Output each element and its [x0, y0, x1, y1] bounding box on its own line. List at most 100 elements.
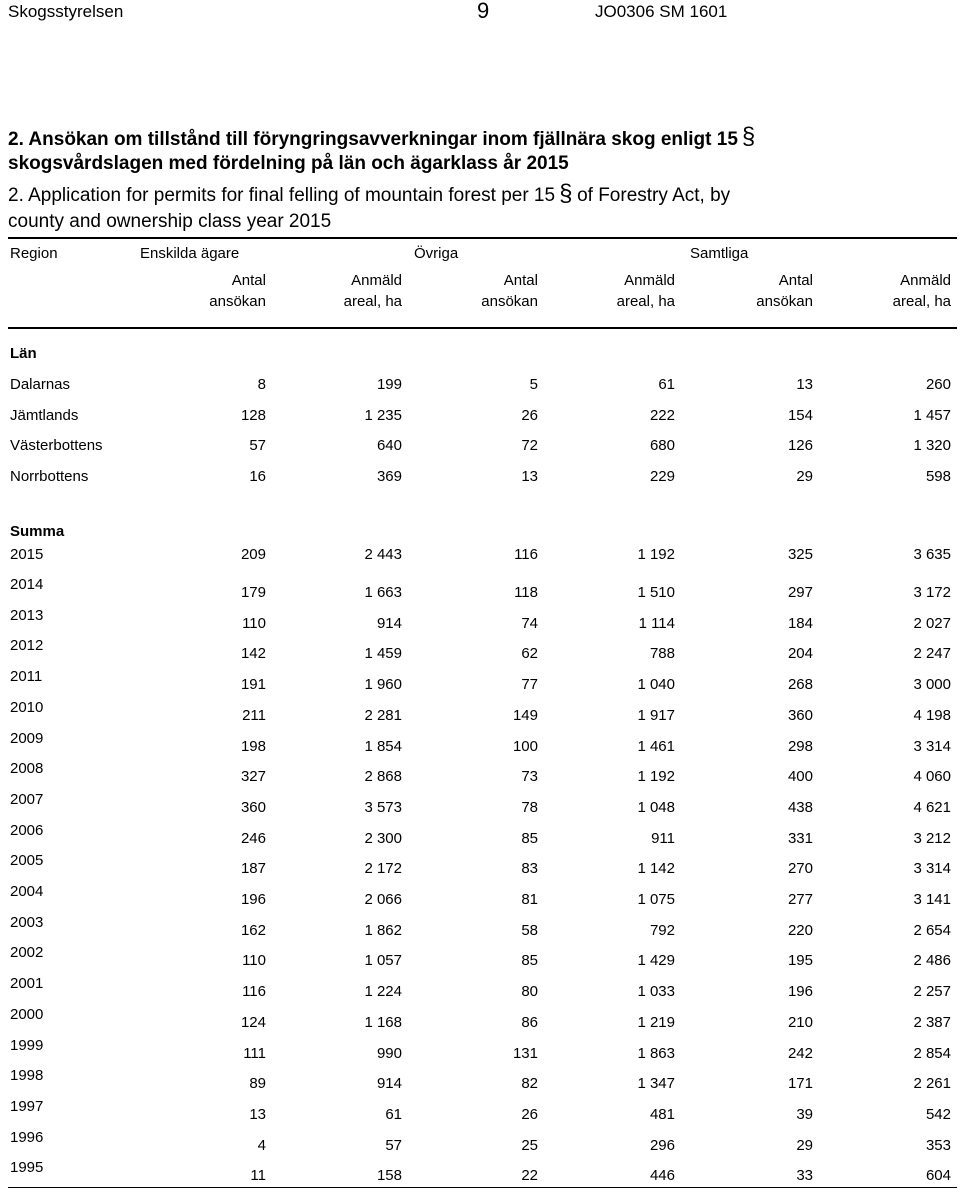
- table-cell: 149: [512, 706, 538, 724]
- table-cell: 3 172: [913, 584, 951, 601]
- row-label: 2005: [10, 852, 44, 870]
- table-cell: 100: [512, 737, 538, 755]
- table-cell: 2 261: [913, 1075, 951, 1093]
- table-cell: 85: [521, 829, 538, 847]
- table-cell: 4 198: [913, 706, 951, 724]
- table-cell: 198: [240, 737, 266, 755]
- title-swedish: 2. Ansökan om tillstånd till föryngrings…: [8, 125, 948, 176]
- table-cell: 195: [787, 952, 813, 970]
- table-cell: 220: [787, 921, 813, 939]
- column-header-line: Anmäld: [351, 272, 402, 289]
- section-sign-icon: [559, 181, 573, 207]
- table-cell: 13: [249, 1105, 266, 1123]
- title-sv-line1: 2. Ansökan om tillstånd till föryngrings…: [8, 129, 738, 150]
- table-cell: 3 314: [913, 737, 951, 755]
- table-cell: 2 387: [913, 1013, 951, 1031]
- column-header-line: ansökan: [481, 293, 538, 310]
- table-cell: 1 048: [637, 798, 675, 816]
- group-header-ovriga: Övriga: [414, 245, 459, 262]
- table-cell: 209: [240, 546, 266, 563]
- row-label: Västerbottens: [10, 437, 103, 455]
- table-cell: 246: [240, 829, 266, 847]
- row-label: 1999: [10, 1036, 44, 1054]
- table-cell: 13: [796, 376, 813, 393]
- table-cell: 3 573: [364, 798, 402, 816]
- table-cell: 61: [658, 376, 675, 393]
- row-label: 1998: [10, 1067, 44, 1085]
- table-cell: 26: [521, 406, 538, 424]
- section-sign-icon: [742, 125, 756, 150]
- table-cell: 2 281: [364, 706, 402, 724]
- table-cell: 26: [521, 1105, 538, 1123]
- table-cell: 29: [796, 1136, 813, 1154]
- table-cell: 1 040: [637, 676, 675, 694]
- table-cell: 1 663: [364, 584, 402, 601]
- table-cell: 25: [521, 1136, 538, 1154]
- table-cell: 911: [651, 829, 675, 847]
- table-cell: 62: [521, 645, 538, 663]
- report-code: JO0306 SM 1601: [595, 2, 728, 21]
- table-cell: 222: [649, 406, 675, 424]
- title-sv-line2: skogsvårdslagen med fördelning på län oc…: [8, 153, 569, 174]
- table-cell: 990: [376, 1044, 402, 1062]
- table-cell: 1 457: [913, 406, 951, 424]
- table-cell: 270: [787, 860, 813, 878]
- table-cell: 360: [240, 798, 266, 816]
- column-header: Antal ansökan: [428, 270, 538, 312]
- group-header-samtliga: Samtliga: [690, 245, 749, 262]
- table-cell: 298: [787, 737, 813, 755]
- table-cell: 400: [787, 768, 813, 786]
- column-header-line: Antal: [231, 272, 266, 289]
- row-label: 1996: [10, 1128, 44, 1146]
- table-cell: 179: [240, 584, 266, 601]
- table-cell: 11: [250, 1167, 266, 1185]
- table-cell: 1 057: [364, 952, 402, 970]
- row-label: 2001: [10, 975, 44, 993]
- table-cell: 2 066: [364, 891, 402, 908]
- table-cell: 297: [787, 584, 813, 601]
- table-cell: 211: [242, 706, 266, 724]
- table-cell: 1 960: [364, 676, 402, 694]
- column-header: Antal ansökan: [156, 270, 266, 312]
- table-cell: 196: [787, 983, 813, 1001]
- table-cell: 914: [376, 614, 402, 632]
- table-cell: 58: [521, 921, 538, 939]
- column-header-line: Anmäld: [624, 272, 675, 289]
- table-cell: 5: [529, 376, 538, 393]
- table-cell: 22: [521, 1167, 538, 1185]
- title-en-line1b: of Forestry Act, by: [577, 185, 731, 206]
- row-label: 2002: [10, 944, 44, 962]
- table-cell: 57: [385, 1136, 402, 1154]
- region-header: Region: [10, 245, 58, 262]
- table-cell: 89: [249, 1075, 266, 1093]
- table-cell: 2 257: [913, 983, 951, 1001]
- table-cell: 1 461: [637, 737, 675, 755]
- table-cell: 1 168: [364, 1013, 402, 1031]
- table-cell: 158: [376, 1167, 402, 1185]
- table-cell: 640: [376, 437, 402, 455]
- table-cell: 1 320: [913, 437, 951, 455]
- table-cell: 598: [925, 468, 951, 486]
- column-header-line: areal, ha: [343, 293, 402, 310]
- row-label: 2012: [10, 637, 44, 655]
- table-cell: 72: [521, 437, 538, 455]
- table-cell: 3 212: [913, 829, 951, 847]
- group-header-enskilda: Enskilda ägare: [140, 245, 240, 262]
- table-cell: 154: [787, 406, 813, 424]
- table-cell: 80: [521, 983, 538, 1001]
- table-cell: 2 654: [913, 921, 951, 939]
- table-cell: 111: [243, 1044, 266, 1062]
- title-en-line1a: 2. Application for permits for final fel…: [8, 185, 556, 206]
- table-cell: 2 247: [913, 645, 951, 663]
- table-cell: 83: [521, 860, 538, 878]
- table-cell: 204: [787, 645, 813, 663]
- section-label-summa: Summa: [10, 523, 65, 540]
- table-cell: 325: [787, 546, 813, 563]
- table-cell: 1 142: [637, 860, 675, 878]
- table-cell: 1 235: [364, 406, 402, 424]
- section-label-lan: Län: [10, 345, 37, 362]
- table-cell: 1 075: [637, 891, 675, 908]
- column-header: Anmäld areal, ha: [565, 270, 675, 312]
- table-cell: 353: [925, 1136, 951, 1154]
- table-cell: 116: [242, 983, 266, 1001]
